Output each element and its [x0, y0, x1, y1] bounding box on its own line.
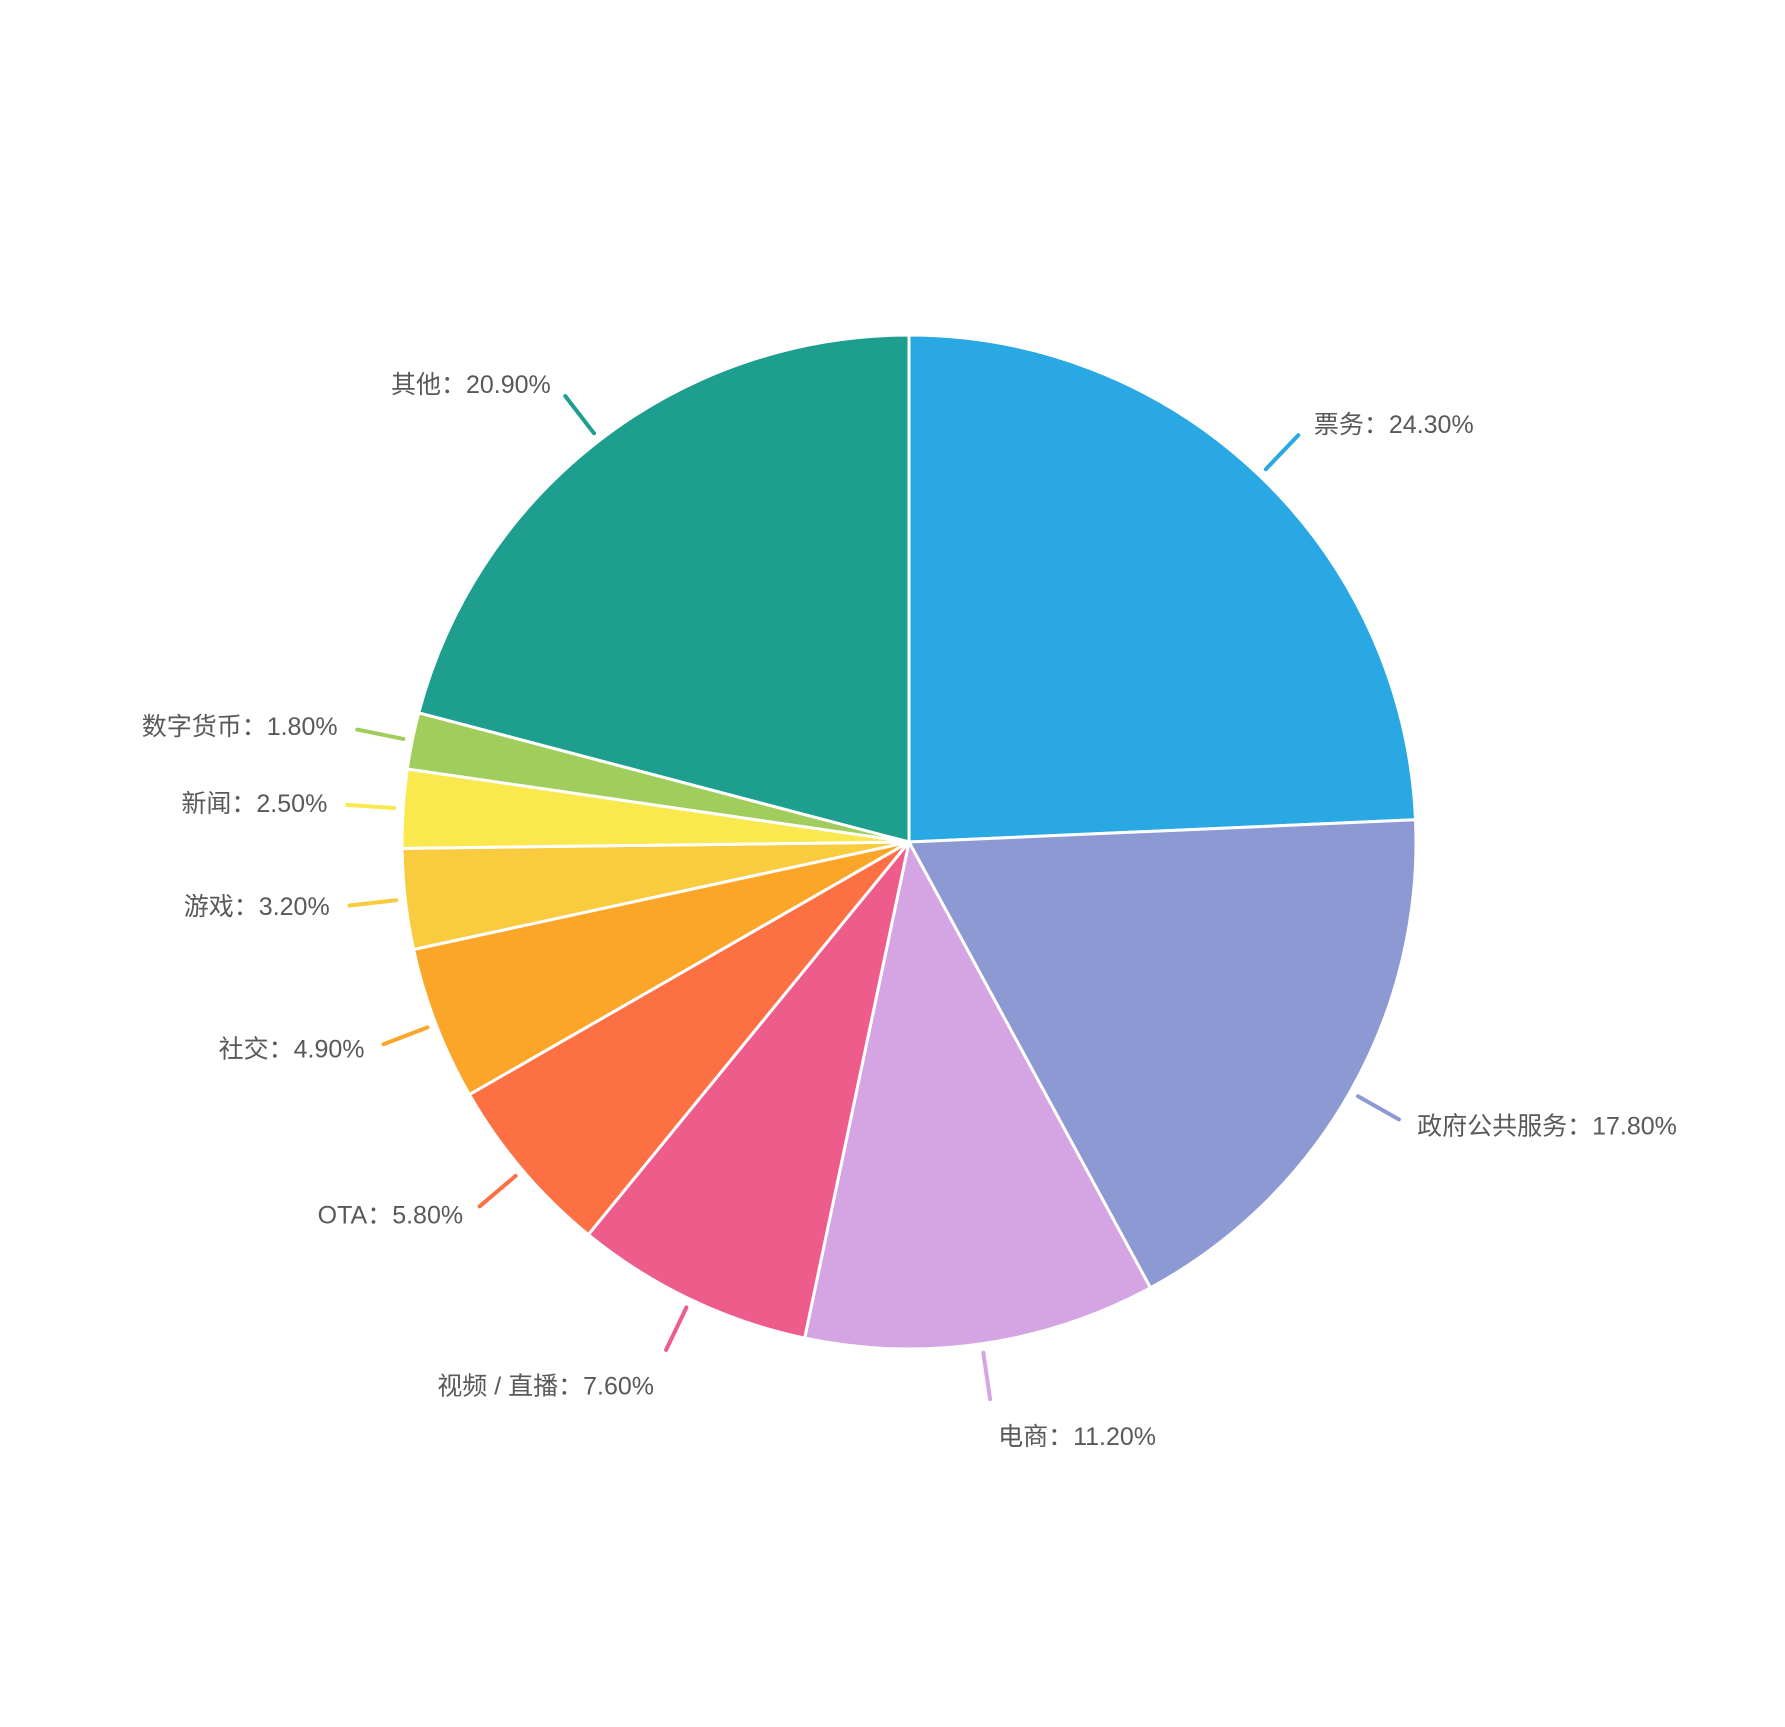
pie-slice-1[interactable] [907, 818, 1418, 1290]
pie-slice-0[interactable] [907, 333, 1418, 844]
slice-label-0: 票务：24.30% [1314, 411, 1474, 439]
slice-label-2: 电商：11.20% [998, 1423, 1156, 1451]
slice-label-5: 社交：4.90% [219, 1035, 365, 1063]
leader-line-3 [664, 1305, 689, 1352]
slice-label-6: 游戏：3.20% [184, 893, 330, 921]
slice-labels-group: 票务：24.30% 政府公共服务：17.80% 电商：11.20% 视频 / 直播：7… [142, 371, 1677, 1451]
leader-line-8 [355, 727, 406, 741]
leader-line-1 [1356, 1094, 1401, 1122]
leader-line-4 [477, 1173, 518, 1209]
leader-line-0 [1263, 433, 1301, 472]
leader-line-7 [345, 802, 397, 810]
pie-slices-group [400, 333, 1418, 1351]
pie-slice-3[interactable] [586, 840, 911, 1340]
slice-label-4: OTA：5.80% [318, 1201, 463, 1229]
leader-lines-group [345, 394, 1401, 1402]
pie-slice-9[interactable] [417, 333, 911, 844]
slice-label-3: 视频 / 直播：7.60% [437, 1373, 654, 1401]
slice-label-9: 其他：20.90% [391, 371, 551, 399]
slice-label-7: 新闻：2.50% [181, 790, 327, 818]
pie-slice-5[interactable] [412, 840, 911, 1097]
leader-line-6 [347, 898, 399, 908]
slice-label-8: 数字货币：1.80% [142, 713, 338, 741]
slice-label-1: 政府公共服务：17.80% [1417, 1112, 1677, 1140]
pie-slice-2[interactable] [803, 840, 1152, 1351]
pie-slice-4[interactable] [467, 840, 911, 1237]
leader-line-5 [381, 1025, 430, 1047]
leader-line-2 [981, 1350, 993, 1402]
leader-line-9 [563, 394, 596, 436]
